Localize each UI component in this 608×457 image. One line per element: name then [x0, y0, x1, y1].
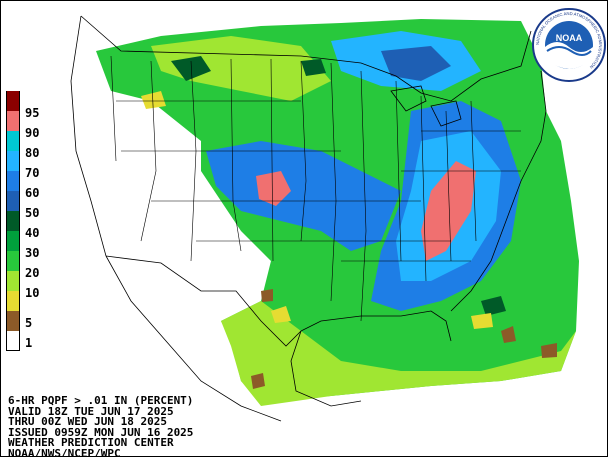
boundaries	[70, 15, 547, 422]
agency-path: NOAA/NWS/NCEP/WPC	[8, 446, 121, 457]
legend-swatch-70	[6, 151, 20, 171]
legend-swatch-90	[6, 111, 20, 131]
state-lines	[110, 55, 521, 322]
legend-label: 40	[25, 226, 40, 240]
legend-swatch-95	[6, 91, 20, 111]
legend-label: 90	[25, 126, 40, 140]
issuing-center: WEATHER PREDICTION CENTER	[8, 436, 174, 449]
legend-label: 1	[25, 336, 33, 350]
east-coast	[450, 70, 547, 312]
mexico-coast	[105, 255, 362, 422]
legend-label: 60	[25, 186, 40, 200]
legend-swatch-80	[6, 131, 20, 151]
coverage-blue-central	[206, 141, 401, 251]
legend-swatch-60	[6, 171, 20, 191]
great-lakes	[390, 85, 462, 127]
legend-swatch-50	[6, 191, 20, 211]
gulf-coast	[300, 310, 452, 342]
svg-text:NOAA: NOAA	[556, 33, 583, 43]
legend-label: 5	[25, 316, 33, 330]
legend-label: 95	[25, 106, 40, 120]
legend-swatch-40	[6, 211, 20, 231]
legend-swatch-10	[6, 271, 20, 291]
coverage-lightgreen-south	[221, 301, 576, 406]
noaa-logo: NOAA NATIONAL OCEANIC AND ATMOSPHERIC AD…	[532, 8, 606, 82]
valid-start: VALID 18Z TUE JUN 17 2025	[8, 404, 174, 418]
legend-label: 20	[25, 266, 40, 280]
coverage-red-east	[421, 161, 476, 261]
legend-label: 70	[25, 166, 40, 180]
west-coast	[70, 15, 107, 257]
map-info-block: 6-HR PQPF > .01 IN (PERCENT) VALID 18Z T…	[8, 394, 194, 457]
issued-time: ISSUED 0959Z MON JUN 16 2025	[8, 425, 194, 439]
legend-swatch-blank	[6, 331, 20, 351]
coverage-blue-north	[381, 46, 451, 81]
legend-swatch-5	[6, 291, 20, 311]
probability-fill-layers	[96, 19, 579, 406]
us-canada-border	[80, 15, 532, 102]
legend-label: 80	[25, 146, 40, 160]
us-mexico-border	[105, 255, 302, 347]
legend-swatch-30	[6, 231, 20, 251]
valid-end: THRU 00Z WED JUN 18 2025	[8, 415, 167, 428]
legend-swatch-20	[6, 251, 20, 271]
product-title: 6-HR PQPF > .01 IN (PERCENT)	[8, 394, 194, 407]
legend-swatch-1	[6, 311, 20, 331]
coverage-red-plains	[256, 171, 291, 206]
legend-label: 30	[25, 246, 40, 260]
coverage-lightgreen-north	[151, 36, 331, 101]
legend-label: 10	[25, 286, 40, 300]
legend-label: 50	[25, 206, 40, 220]
